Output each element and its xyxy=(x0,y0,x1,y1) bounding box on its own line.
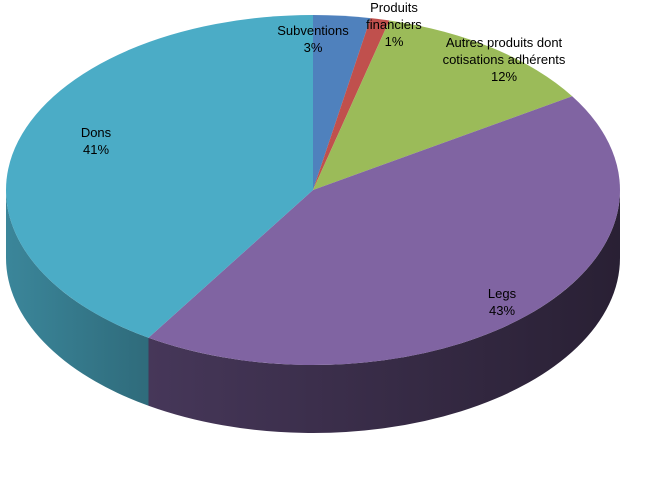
slice-percent: 43% xyxy=(489,303,515,318)
pie-slice-produits-financiers xyxy=(313,18,390,190)
slice-label-produits-financiers: Produits financiers 1% xyxy=(366,0,422,49)
pie-side-dons xyxy=(6,190,149,406)
slice-name: Legs xyxy=(488,286,517,301)
pie-slice-subventions xyxy=(313,15,371,190)
slice-name: cotisations adhérents xyxy=(443,52,566,67)
pie-slice-legs xyxy=(148,96,620,365)
pie-slice-autres-produits-dont-cotisations-adherents xyxy=(313,20,573,190)
pie-slices xyxy=(6,15,620,365)
pie-sides xyxy=(6,190,621,433)
pie-slice-dons xyxy=(6,15,314,338)
slice-name: Dons xyxy=(81,125,112,140)
slice-name: Produits xyxy=(370,0,418,15)
slice-percent: 41% xyxy=(83,142,109,157)
slice-label-autres-produits-dont-cotisations-adherents: Autres produits dont cotisations adhérent… xyxy=(443,35,566,84)
slice-percent: 1% xyxy=(385,34,404,49)
slice-label-dons: Dons 41% xyxy=(81,125,112,157)
slice-percent: 3% xyxy=(304,40,323,55)
slice-labels: Subventions 3% Produits financiers 1% Autres … xyxy=(81,0,566,318)
slice-label-legs: Legs 43% xyxy=(488,286,517,318)
slice-name: financiers xyxy=(366,17,422,32)
pie-side-legs xyxy=(148,190,621,433)
slice-percent: 12% xyxy=(491,69,517,84)
slice-name: Subventions xyxy=(277,23,349,38)
slice-label-subventions: Subventions 3% xyxy=(277,23,349,55)
slice-name: Autres produits dont xyxy=(446,35,563,50)
